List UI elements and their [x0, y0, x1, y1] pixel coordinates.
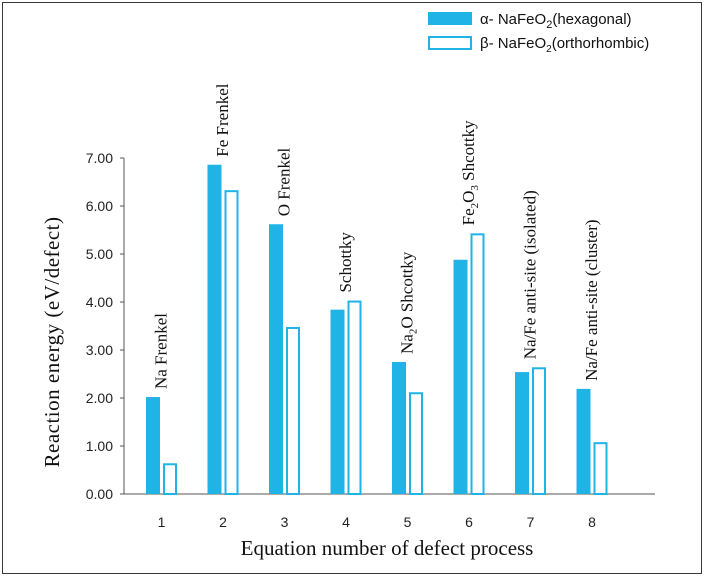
y-tick-label: 2.00 [86, 390, 113, 406]
annotation-label: Na/Fe anti-site (cluster) [582, 219, 601, 380]
bar-orthorhombic [224, 190, 239, 495]
x-tick-label: 4 [342, 514, 350, 530]
legend-label-hexagonal: α- NaFeO2(hexagonal) [480, 11, 632, 31]
annotation-label: O Frenkel [275, 148, 294, 217]
y-tick-label: 3.00 [86, 342, 113, 358]
y-tick-label: 1.00 [86, 438, 113, 454]
annotation-label: Na2O Shcottky [398, 251, 420, 354]
bar-hexagonal [515, 372, 529, 494]
bar-hexagonal [146, 397, 160, 494]
bar-hexagonal [576, 388, 591, 494]
y-tick-label: 4.00 [86, 294, 113, 310]
legend-item-orthorhombic: β- NaFeO2(orthorhombic) [428, 35, 649, 55]
bar-hexagonal [392, 362, 406, 494]
bar-orthorhombic [163, 463, 177, 495]
x-tick-label: 7 [527, 514, 535, 530]
bar-orthorhombic [532, 367, 546, 495]
annotation-label: Schottky [336, 232, 355, 293]
x-axis-label: Equation number of defect process [241, 536, 534, 560]
bar-orthorhombic [347, 300, 362, 495]
y-axis-label: Reaction energy (eV/defect) [40, 217, 64, 468]
bar-marks [146, 164, 608, 496]
bar-orthorhombic [470, 233, 485, 496]
annotation-label: Na Frenkel [152, 313, 171, 389]
bar-hexagonal [330, 309, 345, 494]
x-tick-labels: 1 2 3 4 5 6 7 8 [158, 514, 597, 530]
y-tick-label: 0.00 [86, 486, 113, 502]
legend-swatch-filled [428, 12, 472, 25]
x-tick-label: 3 [281, 514, 289, 530]
bar-orthorhombic [286, 326, 300, 495]
legend-swatch-outline [428, 36, 472, 50]
bar-orthorhombic [409, 392, 423, 495]
bar-hexagonal [269, 224, 283, 495]
bar-hexagonal [207, 164, 222, 494]
y-tick-label: 7.00 [86, 150, 113, 166]
chart-axes [123, 158, 655, 495]
x-tick-label: 5 [404, 514, 412, 530]
y-tick-label: 6.00 [86, 198, 113, 214]
bar-orthorhombic [593, 442, 608, 496]
bar-hexagonal [453, 259, 468, 494]
x-tick-label: 2 [219, 514, 227, 530]
legend: α- NaFeO2(hexagonal) β- NaFeO2(orthorhom… [428, 11, 649, 55]
legend-item-hexagonal: α- NaFeO2(hexagonal) [428, 11, 632, 31]
y-tick-labels: 0.00 1.00 2.00 3.00 4.00 5.00 6.00 7.00 [86, 150, 124, 502]
x-tick-label: 6 [465, 514, 473, 530]
bar-annotations: Na Frenkel Fe Frenkel O Frenkel Schottky Na2… [152, 83, 602, 389]
annotation-label: Fe2O3 Shcottky [459, 120, 481, 225]
x-tick-label: 8 [588, 514, 596, 530]
annotation-label: Fe Frenkel [213, 83, 232, 156]
y-tick-label: 5.00 [86, 246, 113, 262]
legend-label-orthorhombic: β- NaFeO2(orthorhombic) [480, 35, 649, 55]
annotation-label: Na/Fe anti-site (isolated) [521, 190, 540, 359]
x-tick-label: 1 [158, 514, 166, 530]
